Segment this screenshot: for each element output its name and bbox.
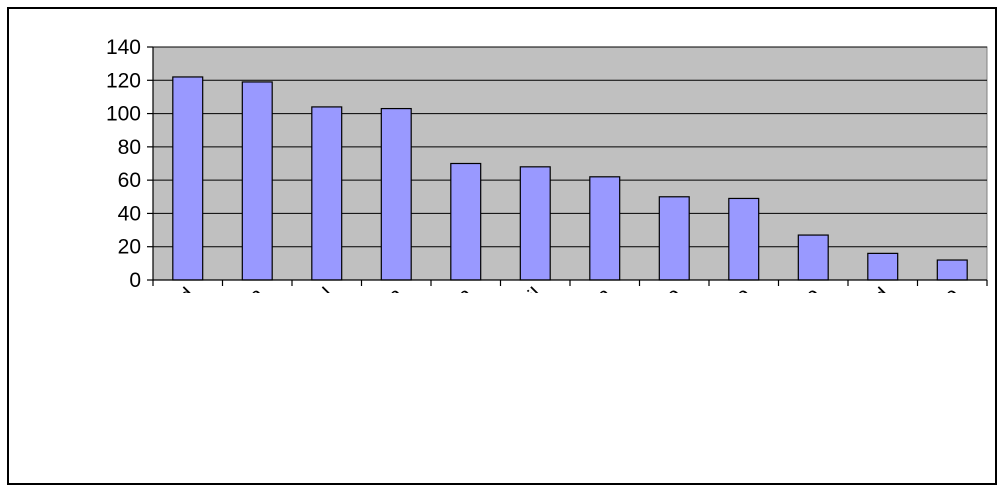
y-tick-label: 20 bbox=[118, 236, 141, 259]
x-category-label: Alcantarillado bbox=[580, 283, 685, 388]
x-category-label: Riego bbox=[770, 283, 825, 338]
axes bbox=[147, 46, 988, 286]
bar-8 bbox=[728, 197, 760, 281]
bar-5 bbox=[519, 166, 551, 281]
x-category-label: Escuela bbox=[408, 283, 477, 352]
x-category-label: Colegio bbox=[897, 283, 964, 350]
x-category-label: Carretera bbox=[329, 283, 408, 362]
bar-10 bbox=[867, 252, 899, 281]
bar-4 bbox=[450, 162, 482, 281]
y-tick-label: 0 bbox=[129, 269, 141, 292]
y-tick-labels: 0 20 40 60 80 100 120 140 bbox=[106, 36, 141, 292]
y-tick-label: 60 bbox=[118, 169, 141, 192]
bar-0 bbox=[172, 76, 204, 281]
bar-3 bbox=[380, 107, 412, 281]
x-category-label: Centro de salud bbox=[773, 283, 894, 404]
bar-9 bbox=[797, 234, 829, 281]
y-tick-label: 40 bbox=[118, 202, 141, 225]
gridlines bbox=[153, 46, 987, 248]
x-category-label: Agua entubada bbox=[152, 283, 269, 400]
x-category-label: Electricidad bbox=[106, 283, 199, 376]
y-tick-label: 120 bbox=[106, 69, 141, 92]
plot-area bbox=[152, 46, 988, 281]
bar-7 bbox=[658, 196, 690, 281]
chart-frame: 0 20 40 60 80 100 120 140 Electricidad Agua entu… bbox=[7, 7, 997, 485]
y-tick-label: 80 bbox=[118, 136, 141, 159]
bar-2 bbox=[311, 106, 343, 281]
x-category-label: Teléfono fijo bbox=[660, 283, 756, 379]
x-category-label: Casa comunal bbox=[227, 283, 338, 394]
x-category-label: Jardín/centro infantil bbox=[397, 283, 547, 433]
x-category-label: Iglesia bbox=[557, 283, 616, 342]
bars bbox=[172, 76, 968, 281]
y-tick-label: 140 bbox=[106, 36, 141, 59]
bar-6 bbox=[589, 176, 621, 281]
bar-11 bbox=[936, 259, 968, 281]
bar-1 bbox=[241, 81, 273, 281]
y-tick-label: 100 bbox=[106, 103, 141, 126]
